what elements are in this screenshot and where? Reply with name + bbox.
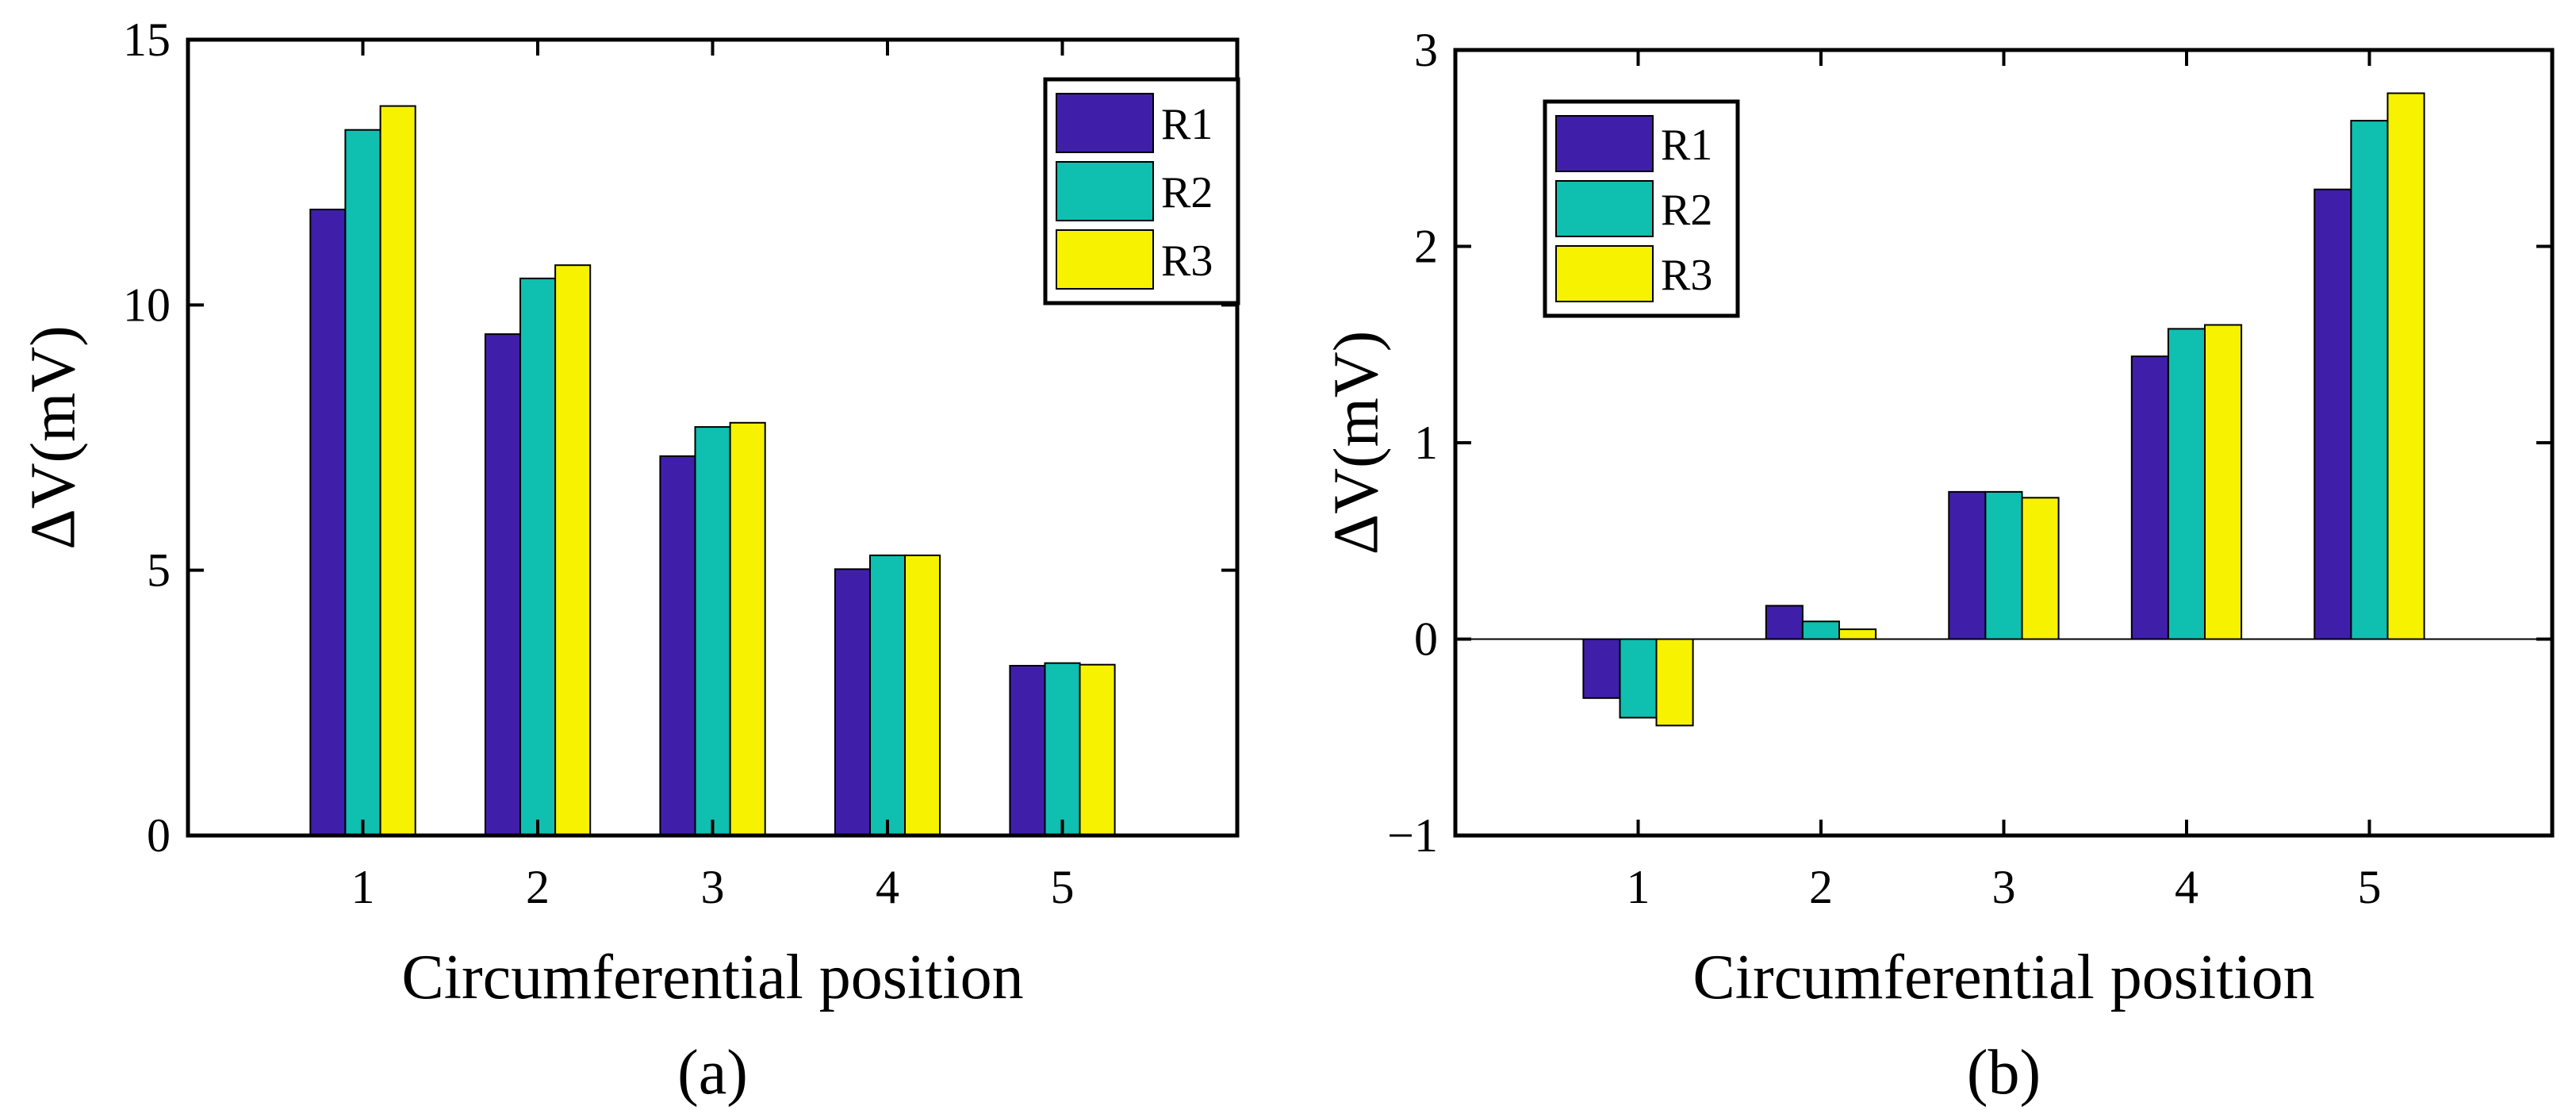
chart-panel-a: 0 5 10 15 1 2 3 4 5 R1 R2 R3 Circumferential posit… (18, 13, 1240, 1108)
bar-r3-pos4 (904, 554, 941, 837)
bar-r1-pos2 (1765, 605, 1804, 640)
bar-r2-pos3 (694, 426, 731, 836)
axes-frame (186, 37, 1240, 838)
legend: R1 R2 R3 (1043, 77, 1240, 305)
x-tick-label: 3 (1992, 861, 2016, 913)
x-tick-label: 3 (701, 861, 725, 913)
y-tick-label: 0 (147, 809, 171, 862)
bar-r2-pos2 (519, 277, 557, 836)
legend-swatch-r3 (1555, 245, 1654, 302)
bar-r2-pos3 (1984, 490, 2023, 640)
y-tick-label: 1 (1414, 417, 1438, 469)
legend-label-r1: R1 (1161, 100, 1213, 149)
bar-r3-pos1 (379, 105, 416, 837)
y-tick-label: 2 (1414, 221, 1438, 273)
x-tick-label: 5 (1051, 861, 1075, 913)
bar-r3-pos3 (729, 421, 766, 836)
legend-swatch-r2 (1056, 161, 1154, 221)
y-tick-label: 10 (123, 278, 171, 331)
bars-group (309, 105, 1116, 837)
bar-r3-pos3 (2021, 497, 2060, 640)
x-tick-label: 2 (526, 861, 550, 913)
y-tick-label: 3 (1414, 24, 1438, 76)
bar-r1-pos5 (2313, 188, 2352, 640)
bar-r1-pos4 (834, 568, 872, 836)
legend-label-r1: R1 (1661, 121, 1712, 170)
bar-r1-pos2 (484, 333, 522, 837)
y-axis-label: ΔV(mV) (18, 325, 88, 550)
legend: R1 R2 R3 (1543, 99, 1740, 318)
bar-r1-pos3 (1948, 490, 1987, 640)
legend-label-r3: R3 (1661, 251, 1712, 300)
x-tick-label: 2 (1809, 861, 1833, 913)
y-tick-label: −1 (1387, 809, 1438, 862)
bar-r3-pos2 (1838, 628, 1877, 640)
bar-r3-pos1 (1655, 638, 1694, 727)
bar-r2-pos2 (1801, 620, 1840, 640)
bar-r1-pos4 (2130, 355, 2169, 640)
bar-r1-pos3 (659, 455, 696, 837)
ticks-group: 0 5 10 15 1 2 3 4 5 (123, 13, 1237, 913)
chart-panel-b: −1 0 1 2 3 1 2 3 4 5 R1 R2 R3 Circumferential posit… (1321, 24, 2555, 1108)
bar-r3-pos5 (2386, 92, 2425, 640)
y-tick-label: 15 (123, 13, 171, 66)
legend-swatch-r2 (1555, 180, 1654, 237)
y-tick-label: 5 (147, 544, 171, 597)
y-tick-label: 0 (1414, 613, 1438, 666)
x-tick-label: 4 (876, 861, 899, 913)
bar-r3-pos5 (1079, 663, 1116, 837)
bar-r2-pos4 (869, 554, 907, 837)
legend-label-r3: R3 (1161, 236, 1213, 286)
legend-swatch-r1 (1555, 115, 1654, 172)
x-tick-label: 1 (1627, 861, 1650, 913)
ticks-group: −1 0 1 2 3 1 2 3 4 5 (1387, 24, 2552, 913)
bars-group (1582, 92, 2425, 727)
y-axis-label: ΔV(mV) (1321, 331, 1391, 555)
bar-r2-pos5 (2350, 120, 2389, 640)
legend-label-r2: R2 (1161, 168, 1213, 217)
bar-r2-pos4 (2167, 328, 2206, 640)
x-tick-label: 5 (2358, 861, 2382, 913)
x-tick-label: 1 (351, 861, 375, 913)
bar-r2-pos1 (344, 129, 381, 836)
x-axis-label: Circumferential position (401, 943, 1023, 1012)
bar-r2-pos5 (1044, 662, 1081, 837)
bar-r1-pos1 (1582, 638, 1621, 699)
axes-frame (1453, 48, 2555, 838)
bar-r2-pos1 (1619, 638, 1658, 719)
legend-swatch-r3 (1056, 229, 1154, 290)
panel-label: (b) (1967, 1038, 2041, 1108)
bar-r3-pos2 (554, 264, 592, 836)
x-tick-label: 4 (2175, 861, 2198, 913)
bar-r3-pos4 (2204, 324, 2243, 640)
bar-r1-pos5 (1009, 665, 1046, 836)
x-axis-label: Circumferential position (1692, 943, 2314, 1012)
panel-label: (a) (677, 1038, 748, 1108)
legend-label-r2: R2 (1661, 186, 1712, 235)
bar-r1-pos1 (309, 209, 347, 836)
legend-swatch-r1 (1056, 93, 1154, 153)
